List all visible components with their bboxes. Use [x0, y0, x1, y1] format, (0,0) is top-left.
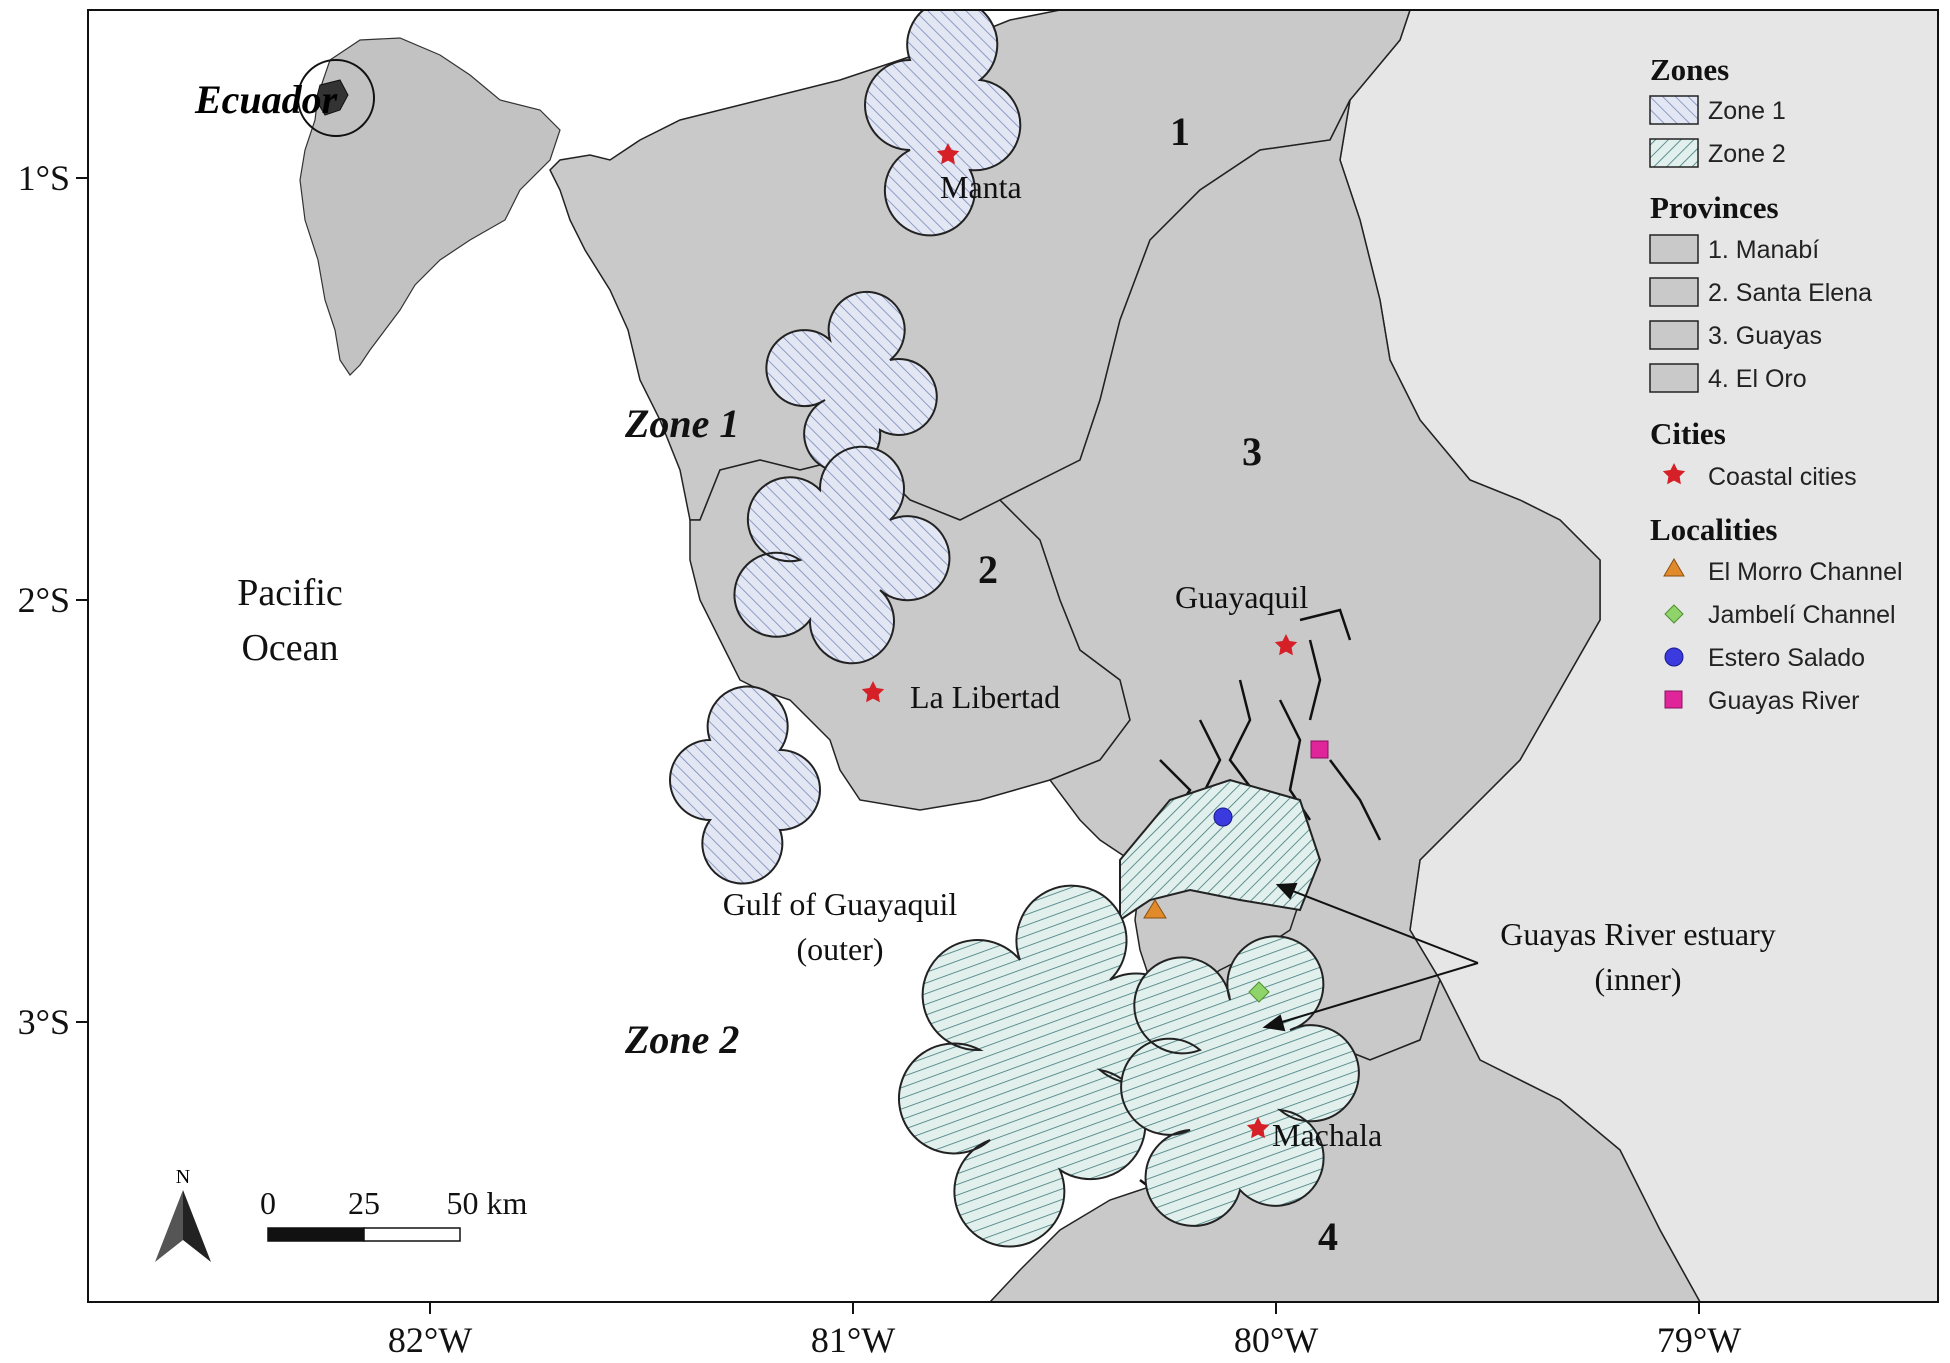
legend-item-guayas-river: Guayas River — [1708, 687, 1859, 715]
scale-label-0: 0 — [260, 1185, 276, 1221]
axis-ticks — [76, 177, 1700, 1314]
city-star-la-libertad — [861, 681, 885, 703]
province-number-1: 1 — [1170, 109, 1190, 154]
sea-label-line1: Pacific — [237, 572, 343, 614]
legend-provinces-title: Provinces — [1650, 190, 1779, 225]
city-label-guayaquil: Guayaquil — [1175, 579, 1308, 615]
legend-square-icon — [1664, 690, 1683, 709]
sea-label-line2: Ocean — [241, 627, 338, 669]
estuary-label-line2: (inner) — [1594, 961, 1681, 997]
legend-item-santa-elena: 2. Santa Elena — [1708, 279, 1872, 307]
coastal-city-markers — [861, 143, 1298, 1139]
scale-label-50km: 50 km — [447, 1185, 528, 1221]
legend-item-el-oro: 4. El Oro — [1708, 365, 1807, 393]
legend-item-el-morro: El Morro Channel — [1708, 558, 1903, 586]
north-arrow: N — [155, 1166, 211, 1262]
x-tick-81w: 81°W — [811, 1320, 895, 1358]
city-star-manta — [936, 143, 960, 165]
legend-item-zone1: Zone 1 — [1708, 97, 1786, 125]
locality-guayas-river — [1310, 740, 1329, 759]
city-star-guayaquil — [1274, 634, 1298, 656]
zone2-areas — [898, 778, 1360, 1248]
legend-swatch-zone1 — [1649, 95, 1699, 125]
legend-swatch-santa-elena — [1649, 277, 1699, 307]
y-tick-2s: 2°S — [18, 580, 70, 620]
city-label-la-libertad: La Libertad — [910, 679, 1060, 715]
locality-jambeli-channel — [1248, 981, 1270, 1003]
locality-el-morro-channel — [1143, 899, 1167, 919]
y-tick-3s: 3°S — [18, 1002, 70, 1042]
gulf-label-line1: Gulf of Guayaquil — [723, 886, 958, 922]
ecuador-shape — [315, 79, 349, 116]
legend-star-icon — [1662, 463, 1686, 485]
legend-swatch-manabi — [1649, 234, 1699, 264]
legend-zones-title: Zones — [1650, 52, 1729, 87]
x-tick-79w: 79°W — [1657, 1320, 1741, 1358]
ecuador-inset-circle — [297, 59, 375, 137]
legend-triangle-icon — [1663, 558, 1685, 577]
estuary-arrows — [1262, 882, 1479, 1032]
legend-item-estero-salado: Estero Salado — [1708, 644, 1865, 672]
gulf-label-line2: (outer) — [796, 931, 883, 967]
legend-item-manabi: 1. Manabí — [1708, 236, 1819, 264]
province-number-4: 4 — [1318, 1214, 1338, 1259]
legend-circle-icon — [1664, 647, 1684, 667]
legend-item-jambeli: Jambelí Channel — [1708, 601, 1896, 629]
legend: Zones Zone 1 Zone 2 Provinces 1. Manabí … — [1649, 52, 1903, 715]
legend-localities-title: Localities — [1650, 512, 1777, 547]
map-frame — [87, 9, 1939, 1303]
inset-label-ecuador: Ecuador — [194, 77, 338, 122]
zone1-label: Zone 1 — [624, 401, 739, 446]
locality-estero-salado — [1213, 807, 1233, 827]
zone2-label: Zone 2 — [624, 1017, 739, 1062]
north-arrow-label: N — [176, 1166, 190, 1188]
x-tick-82w: 82°W — [388, 1320, 472, 1358]
scale-label-25: 25 — [348, 1185, 380, 1221]
inset-south-america: Ecuador — [194, 37, 561, 376]
legend-diamond-icon — [1664, 604, 1684, 624]
scale-bar — [267, 1227, 461, 1242]
y-tick-1s: 1°S — [18, 158, 70, 198]
province-number-3: 3 — [1242, 429, 1262, 474]
legend-item-guayas: 3. Guayas — [1708, 322, 1822, 350]
estuary-label-line1: Guayas River estuary — [1500, 916, 1775, 952]
legend-swatch-zone2 — [1649, 138, 1699, 168]
legend-cities-title: Cities — [1650, 416, 1726, 451]
legend-swatch-guayas — [1649, 320, 1699, 350]
zone1-areas — [669, 10, 1022, 885]
province-number-2: 2 — [978, 547, 998, 592]
city-label-machala: Machala — [1272, 1117, 1382, 1153]
legend-item-coastal-cities: Coastal cities — [1708, 463, 1857, 491]
legend-swatch-el-oro — [1649, 363, 1699, 393]
legend-item-zone2: Zone 2 — [1708, 140, 1786, 168]
x-tick-80w: 80°W — [1234, 1320, 1318, 1358]
city-star-machala — [1246, 1117, 1270, 1139]
city-label-manta: Manta — [940, 169, 1022, 205]
